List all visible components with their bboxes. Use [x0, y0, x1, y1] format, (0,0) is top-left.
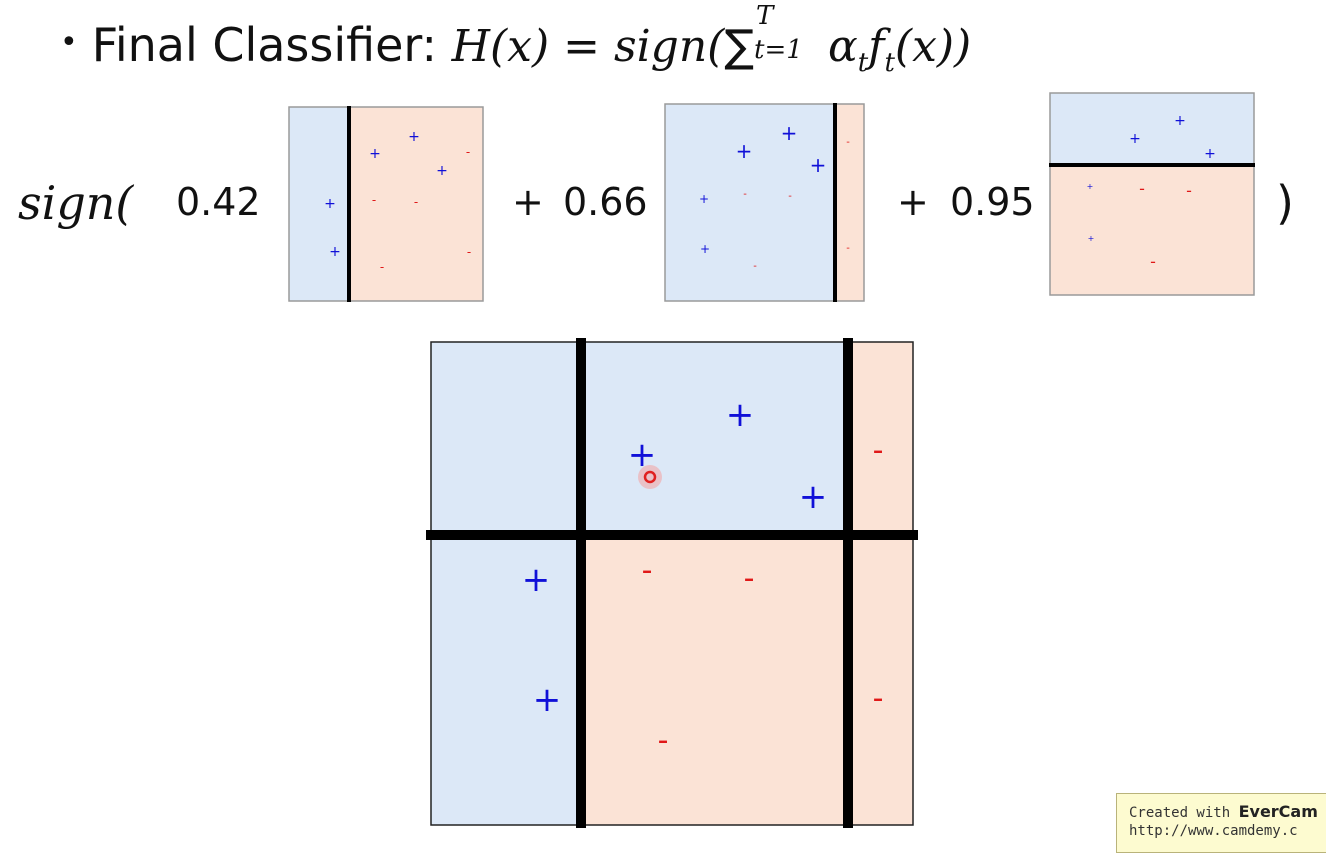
formula-sum-lower: t=1 [754, 35, 803, 65]
minus-mark: - [466, 145, 470, 159]
formula-sum-symbol: ∑ [724, 21, 754, 72]
region-positive [289, 107, 349, 301]
minus-mark: - [380, 260, 384, 274]
formula-f: f [868, 21, 885, 72]
plus-mark: + [1088, 234, 1095, 243]
region-negative [848, 342, 913, 825]
sign-open: sign( [18, 176, 134, 230]
frame [1049, 92, 1255, 296]
plus-mark: + [1129, 131, 1141, 147]
plus-operator-2: + [897, 180, 929, 224]
region-negative [349, 107, 483, 301]
watermark-brand: EverCam [1238, 802, 1318, 821]
plus-mark: + [781, 121, 798, 145]
formula-alpha-sub: t [857, 47, 869, 78]
minus-mark: - [846, 243, 850, 254]
region-positive [1050, 93, 1254, 165]
plus-mark: + [1087, 182, 1094, 191]
weight-1: 0.42 [176, 180, 261, 224]
minus-mark: - [788, 191, 792, 202]
evercam-watermark: Created with EverCam http://www.camdemy.… [1116, 793, 1326, 853]
plus-mark: + [329, 244, 341, 260]
plus-mark: + [369, 146, 381, 162]
minus-mark: - [642, 553, 653, 588]
paren-close: ) [1276, 176, 1294, 230]
weak-classifier-3: + + + + + - - - [1049, 92, 1255, 296]
minus-mark: - [753, 261, 757, 272]
plus-mark: + [436, 163, 448, 179]
minus-mark: - [1150, 252, 1156, 271]
region-negative [1050, 165, 1254, 295]
formula-arg: (x)) [894, 21, 972, 72]
region-negative [835, 104, 864, 301]
minus-mark: - [744, 561, 755, 596]
region-positive [665, 104, 835, 301]
minus-mark: - [743, 189, 747, 200]
plus-mark: + [810, 153, 827, 177]
title-label: Final Classifier: [91, 18, 452, 72]
minus-mark: - [658, 723, 669, 758]
weight-3: 0.95 [950, 180, 1035, 224]
weak-classifier-1: + + + + + - - - - - [288, 106, 484, 302]
plus-mark: + [533, 680, 562, 720]
formula-f-sub: t [884, 47, 895, 78]
formula-equals: = [549, 21, 615, 72]
plus-mark: + [408, 129, 420, 145]
minus-mark: - [1139, 179, 1145, 198]
cursor-highlight-icon [638, 465, 662, 489]
combined-classifier: + + + + + - - - - - [426, 338, 918, 828]
plus-mark: + [324, 196, 336, 212]
formula-sign: sign( [614, 21, 725, 72]
plus-mark: + [699, 192, 709, 206]
region-negative [581, 535, 848, 825]
region-positive [431, 342, 581, 825]
minus-mark: - [414, 195, 418, 209]
bullet-icon: • [60, 25, 78, 60]
watermark-url: http://www.camdemy.c [1129, 823, 1298, 839]
minus-mark: - [873, 681, 884, 716]
minus-mark: - [873, 433, 884, 468]
weak-classifier-2: + + + + + - - - - - [664, 103, 865, 302]
plus-mark: + [700, 242, 710, 256]
minus-mark: - [1186, 181, 1192, 200]
plus-operator-1: + [512, 180, 544, 224]
watermark-line-1: Created with EverCam [1129, 802, 1326, 821]
plus-mark: + [522, 560, 551, 600]
formula-lhs: H(x) [451, 21, 550, 72]
frame [664, 103, 865, 302]
plus-mark: + [736, 139, 753, 163]
minus-mark: - [846, 137, 850, 148]
watermark-prefix: Created with [1129, 805, 1239, 821]
frame [430, 341, 914, 826]
plus-mark: + [799, 477, 828, 517]
minus-mark: - [372, 193, 376, 207]
frame [288, 106, 484, 302]
minus-mark: - [467, 245, 471, 259]
plus-mark: + [1204, 146, 1216, 162]
weight-2: 0.66 [563, 180, 648, 224]
formula-sum-upper: T [756, 1, 774, 31]
region-positive [581, 342, 848, 535]
plus-mark: + [726, 395, 755, 435]
plus-mark: + [1174, 113, 1186, 129]
formula-alpha: α [814, 21, 858, 72]
